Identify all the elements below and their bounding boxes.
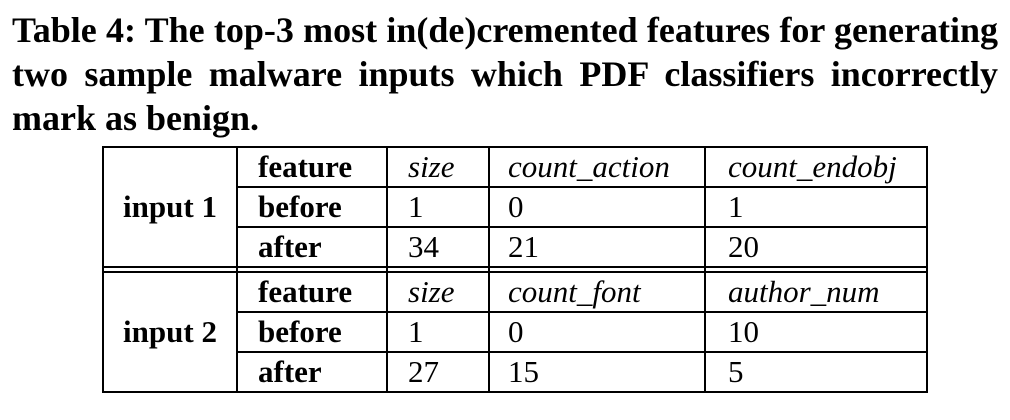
features-table: input 1 feature size count_action count_… xyxy=(102,146,928,393)
table-cell: 1 xyxy=(705,187,927,227)
group-label: input 2 xyxy=(103,272,237,392)
table-cell: 5 xyxy=(705,352,927,392)
table-cell: 10 xyxy=(705,312,927,352)
table-cell: 15 xyxy=(489,352,705,392)
table-cell: 0 xyxy=(489,312,705,352)
table-cell: size xyxy=(387,272,489,312)
table-cell: 34 xyxy=(387,227,489,267)
table-cell: 1 xyxy=(387,312,489,352)
table-caption: Table 4: The top-3 most in(de)cremented … xyxy=(12,8,998,140)
table-cell: author_num xyxy=(705,272,927,312)
row-header: feature xyxy=(237,272,387,312)
table-cell: 0 xyxy=(489,187,705,227)
table-cell: 21 xyxy=(489,227,705,267)
table-cell: 27 xyxy=(387,352,489,392)
table-cell: 20 xyxy=(705,227,927,267)
row-header: before xyxy=(237,187,387,227)
group-label: input 1 xyxy=(103,147,237,267)
row-header: after xyxy=(237,352,387,392)
table-cell: count_action xyxy=(489,147,705,187)
row-header: feature xyxy=(237,147,387,187)
table-cell: count_font xyxy=(489,272,705,312)
table-row: input 2 feature size count_font author_n… xyxy=(103,272,927,312)
row-header: after xyxy=(237,227,387,267)
table-cell: 1 xyxy=(387,187,489,227)
table-row: input 1 feature size count_action count_… xyxy=(103,147,927,187)
table-cell: count_endobj xyxy=(705,147,927,187)
row-header: before xyxy=(237,312,387,352)
table-cell: size xyxy=(387,147,489,187)
